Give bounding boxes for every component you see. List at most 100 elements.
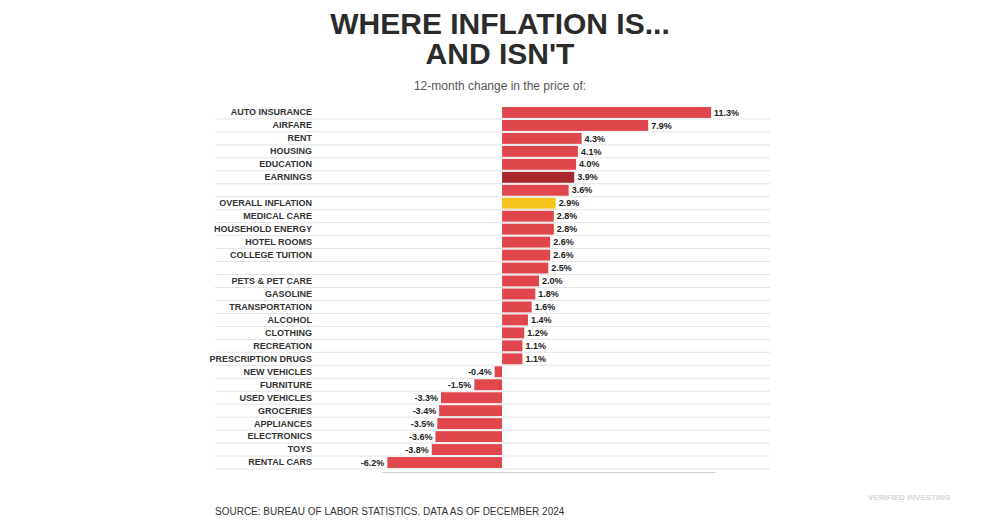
bar	[502, 250, 550, 261]
y-tick-label: COLLEGE TUITION	[230, 250, 312, 260]
grid-line	[215, 183, 770, 184]
bar	[437, 418, 502, 429]
x-axis-line	[382, 472, 715, 473]
y-tick-label: AUTO INSURANCE	[231, 107, 312, 117]
bar	[474, 379, 502, 390]
y-tick: ELECTRONICS	[247, 431, 312, 441]
data-label: 4.1%	[581, 147, 602, 157]
y-tick-label: GASOLINE	[265, 289, 312, 299]
grid-line	[215, 248, 770, 249]
grid-line	[215, 378, 770, 379]
bar	[495, 366, 502, 377]
y-tick-label: APPLIANCES	[254, 419, 312, 429]
y-tick-label: GROCERIES	[258, 406, 312, 416]
chart: WHERE INFLATION IS...AND ISN'T12-month c…	[0, 0, 1000, 525]
y-tick: FURNITURE	[260, 380, 312, 390]
y-tick-label: PETS & PET CARE	[231, 276, 312, 286]
y-tick: NEW VEHICLES	[243, 367, 312, 377]
title: AND ISN'T	[426, 37, 575, 70]
data-label: 11.3%	[714, 108, 739, 118]
bar	[502, 198, 556, 209]
bar	[502, 237, 550, 248]
grid-line	[215, 391, 770, 392]
y-tick-label: RENT	[288, 133, 313, 143]
grid-line	[215, 157, 770, 158]
grid-line	[215, 209, 770, 210]
y-tick: HOTEL ROOMS	[245, 237, 312, 247]
bar	[502, 224, 554, 235]
bar	[502, 146, 578, 157]
y-tick: AIRFARE	[272, 120, 312, 130]
data-label: 1.6%	[535, 302, 556, 312]
data-label: 2.6%	[553, 237, 574, 247]
bar	[387, 457, 502, 468]
y-tick-label: HOUSING	[270, 146, 312, 156]
y-tick-label: TRANSPORTATION	[229, 302, 312, 312]
y-tick-label: RECREATION	[253, 341, 312, 351]
bar	[502, 314, 528, 325]
y-tick: PETS & PET CARE	[231, 276, 312, 286]
grid-line	[215, 326, 770, 327]
y-tick: RENT	[288, 133, 313, 143]
grid-line	[215, 443, 770, 444]
grid-line	[215, 417, 770, 418]
data-label: 4.0%	[579, 159, 600, 169]
data-label: 2.5%	[551, 263, 572, 273]
y-tick: EDUCATION	[259, 159, 312, 169]
y-tick: AUTO INSURANCE	[231, 107, 312, 117]
y-tick: ALCOHOL	[268, 315, 313, 325]
y-tick-label: OVERALL INFLATION	[219, 198, 312, 208]
y-tick: MEDICAL CARE	[243, 211, 312, 221]
bar	[502, 211, 554, 222]
y-tick: OVERALL INFLATION	[219, 198, 312, 208]
y-tick: TOYS	[288, 444, 312, 454]
data-label: -3.6%	[409, 432, 433, 442]
grid-line	[215, 313, 770, 314]
y-tick-label: RENTAL CARS	[248, 457, 312, 467]
data-label: -1.5%	[448, 380, 472, 390]
y-tick-label: PRESCRIPTION DRUGS	[209, 354, 312, 364]
y-tick-label: ELECTRONICS	[247, 431, 312, 441]
y-tick-label: AIRFARE	[272, 120, 312, 130]
data-label: 2.9%	[559, 198, 580, 208]
grid-line	[215, 365, 770, 366]
data-label: -6.2%	[361, 458, 385, 468]
grid-line	[215, 235, 770, 236]
grid-line	[215, 131, 770, 132]
data-label: -3.3%	[414, 393, 438, 403]
bar	[502, 172, 574, 183]
data-label: 2.0%	[542, 276, 563, 286]
y-tick-label: TOYS	[288, 444, 312, 454]
y-tick: RECREATION	[253, 341, 312, 351]
y-tick: PRESCRIPTION DRUGS	[209, 354, 312, 364]
bar	[502, 327, 524, 338]
source: SOURCE: BUREAU OF LABOR STATISTICS. DATA…	[215, 506, 565, 517]
bar	[502, 133, 582, 144]
grid-line	[215, 352, 770, 353]
bar	[441, 392, 502, 403]
subtitle: 12-month change in the price of:	[414, 79, 586, 93]
y-tick-label: HOUSEHOLD ENERGY	[214, 224, 312, 234]
y-tick: RENTAL CARS	[248, 457, 312, 467]
grid-line	[215, 170, 770, 171]
grid-line	[215, 339, 770, 340]
bar	[502, 263, 548, 274]
y-tick-label: ALCOHOL	[268, 315, 313, 325]
y-tick: HOUSEHOLD ENERGY	[214, 224, 312, 234]
bar	[502, 353, 522, 364]
data-label: 1.1%	[525, 354, 546, 364]
data-label: 1.8%	[538, 289, 559, 299]
grid-line	[215, 118, 770, 119]
grid-line	[215, 469, 770, 470]
y-tick: HOUSING	[270, 146, 312, 156]
bars	[387, 107, 711, 468]
grid-line	[215, 456, 770, 457]
watermark: VERIFIED INVESTING	[868, 493, 950, 502]
data-label: 2.8%	[557, 211, 578, 221]
y-tick: GROCERIES	[258, 406, 312, 416]
grid-line	[215, 287, 770, 288]
y-tick-label: MEDICAL CARE	[243, 211, 312, 221]
y-tick-label: EARNINGS	[264, 172, 312, 182]
data-label: 4.3%	[585, 134, 606, 144]
y-tick: EARNINGS	[264, 172, 312, 182]
